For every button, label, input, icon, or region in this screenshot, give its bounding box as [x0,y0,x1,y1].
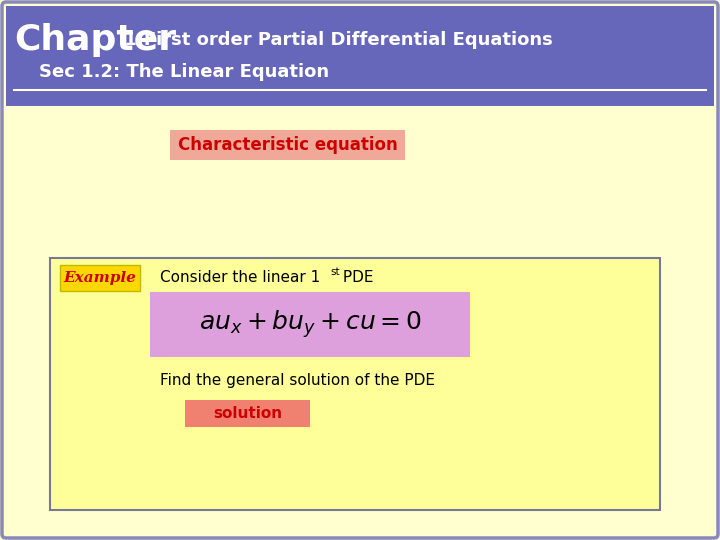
FancyBboxPatch shape [170,130,405,160]
FancyBboxPatch shape [60,265,140,291]
Text: $au_x + bu_y + cu = 0$: $au_x + bu_y + cu = 0$ [199,309,421,340]
Text: st: st [330,267,340,277]
Bar [50,258,660,510]
Text: PDE: PDE [338,271,374,286]
Text: 1:First order Partial Differential Equations: 1:First order Partial Differential Equat… [118,31,553,49]
Text: Characteristic equation: Characteristic equation [178,136,397,154]
Text: Example: Example [63,271,136,285]
FancyBboxPatch shape [150,292,470,357]
Bar [6,6,714,106]
Text: Chapter: Chapter [14,23,176,57]
FancyBboxPatch shape [185,400,310,427]
Text: Sec 1.2: The Linear Equation: Sec 1.2: The Linear Equation [14,63,329,81]
Text: Find the general solution of the PDE: Find the general solution of the PDE [160,373,435,388]
Text: solution: solution [213,406,282,421]
Text: Consider the linear 1: Consider the linear 1 [160,271,320,286]
